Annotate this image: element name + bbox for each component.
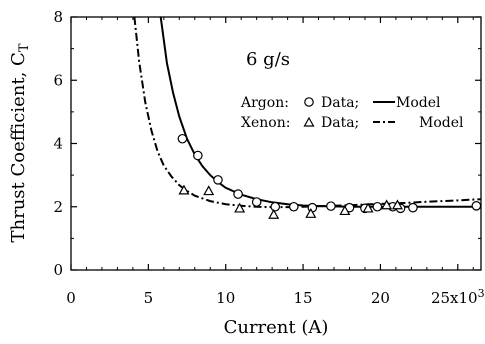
argon-data-point <box>251 197 262 207</box>
x-tick-label: 5 <box>144 289 154 307</box>
y-tick-label: 0 <box>53 261 63 279</box>
x-tick-label: 20 <box>371 289 390 307</box>
xenon-model-line <box>133 17 481 209</box>
argon-data-point <box>270 201 281 212</box>
legend: Argon: Data; Model Xenon: Data; Model <box>240 95 464 131</box>
xenon-data-point <box>305 207 317 218</box>
x-tick-label: 0 <box>66 289 76 307</box>
y-axis-title: Thrust Coefficient, CT <box>8 43 32 242</box>
xenon-data-point <box>391 199 403 210</box>
xenon-data-point <box>268 208 280 219</box>
y-axis: 0 2 4 6 8 <box>53 8 481 279</box>
argon-data-point <box>213 175 223 185</box>
xenon-data-point <box>381 199 393 210</box>
legend-xenon-data-label: Data; <box>321 115 359 131</box>
legend-argon-data-label: Data; <box>321 95 359 111</box>
xenon-data-point <box>203 185 215 196</box>
argon-data-point <box>193 150 203 161</box>
xenon-data-point <box>362 202 374 213</box>
argon-data-point <box>177 133 188 144</box>
x-tick-label: 15 <box>294 289 313 307</box>
x-axis: 0 5 10 15 20 25x103 <box>66 17 485 307</box>
legend-argon-model-label: Model <box>396 95 441 111</box>
x-axis-title: Current (A) <box>224 317 329 338</box>
y-axis-title-main: Thrust Coefficient, C <box>8 52 29 242</box>
legend-xenon-label: Xenon: <box>241 115 290 131</box>
y-tick-label: 8 <box>53 8 63 26</box>
xenon-data-point <box>339 205 351 216</box>
xenon-data-point <box>178 184 190 195</box>
legend-argon-label: Argon: <box>240 95 289 111</box>
legend-xenon-data-marker <box>303 116 315 127</box>
argon-data-point <box>233 189 243 199</box>
y-axis-title-subscript: T <box>17 43 32 52</box>
x-tick-label: 10 <box>216 289 235 307</box>
argon-model-line <box>159 17 481 208</box>
y-tick-label: 2 <box>53 198 63 216</box>
legend-xenon-model-label: Model <box>419 115 464 131</box>
argon-data-point <box>372 201 383 212</box>
xenon-data-point <box>234 202 246 213</box>
argon-data-point <box>408 202 418 213</box>
argon-data-point <box>326 201 336 211</box>
x-tick-label: 25x103 <box>431 287 485 307</box>
argon-data-point <box>471 201 481 211</box>
y-tick-label: 6 <box>53 71 63 89</box>
flow-rate-annotation: 6 g/s <box>246 49 290 70</box>
series-layer <box>133 17 481 219</box>
legend-argon-data-marker <box>304 97 314 107</box>
argon-data-point <box>288 201 299 212</box>
x-tick-exponent: 3 <box>478 287 485 300</box>
y-tick-label: 4 <box>53 135 63 153</box>
